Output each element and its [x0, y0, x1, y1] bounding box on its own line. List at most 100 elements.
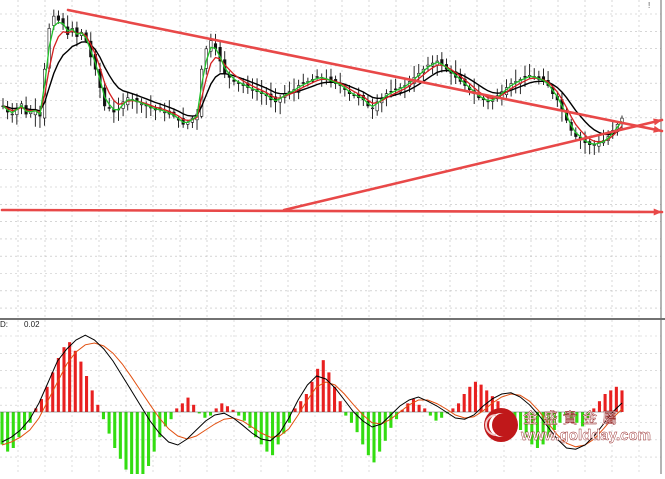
macd-bar-positive	[180, 403, 184, 412]
macd-bar-positive	[85, 376, 89, 412]
macd-bar-negative	[569, 412, 573, 420]
macd-bar-positive	[225, 406, 229, 412]
macd-bar-positive	[186, 397, 190, 412]
macd-bar-negative	[152, 412, 156, 452]
macd-bar-negative	[282, 412, 286, 434]
macd-bar-negative	[242, 412, 246, 421]
candle-body	[10, 113, 14, 116]
macd-bar-positive	[597, 401, 601, 412]
macd-bar-negative	[372, 412, 376, 463]
macd-bar-negative	[344, 412, 348, 416]
macd-bar-negative	[552, 412, 556, 430]
macd-bar-positive	[411, 399, 415, 412]
macd-bar-negative	[11, 412, 15, 448]
macd-bar-negative	[118, 412, 122, 459]
macd-bar-negative	[535, 412, 539, 448]
macd-bar-negative	[101, 412, 105, 420]
macd-bar-negative	[203, 412, 207, 418]
macd-bar-negative	[581, 412, 585, 427]
macd-bar-negative	[124, 412, 128, 470]
brand-url: www.goldday.com	[520, 427, 651, 444]
macd-bar-positive	[192, 404, 196, 412]
macd-bar-positive	[423, 408, 427, 412]
macd-bar-negative	[440, 412, 444, 418]
macd-bar-positive	[614, 386, 618, 412]
macd-bar-negative	[0, 412, 4, 445]
macd-bar-positive	[90, 390, 94, 412]
macd-bar-negative	[17, 412, 21, 438]
macd-bar-positive	[327, 372, 331, 412]
horizontal-support-line	[0, 208, 664, 214]
brand-watermark: 金 盛 貴 金 屬 www.goldday.com	[484, 408, 651, 444]
descending-resistance-line	[66, 8, 664, 133]
macd-bar-negative	[163, 412, 167, 427]
macd-bar-negative	[169, 412, 173, 420]
macd-bar-positive	[45, 386, 49, 412]
macd-bar-negative	[355, 412, 359, 433]
macd-bar-positive	[496, 401, 500, 412]
macd-bar-negative	[361, 412, 365, 445]
candle-body	[140, 103, 144, 106]
macd-bar-positive	[214, 408, 218, 412]
candle-body	[394, 88, 398, 91]
macd-bar-positive	[175, 408, 179, 412]
macd-bar-positive	[220, 403, 224, 412]
macd-bar-negative	[265, 412, 269, 452]
macd-bar-positive	[299, 401, 303, 412]
macd-bar-negative	[547, 412, 551, 438]
macd-bar-negative	[564, 412, 568, 416]
macd-bar-positive	[490, 396, 494, 412]
candle-body	[209, 40, 213, 52]
macd-bar-negative	[558, 412, 562, 423]
macd-bar-negative	[254, 412, 258, 438]
macd-bar-positive	[338, 401, 342, 412]
candle-body	[370, 107, 375, 110]
ascending-support-line-arrowhead	[653, 118, 662, 126]
macd-bar-negative	[113, 412, 117, 448]
macd-bar-negative	[395, 412, 399, 420]
macd-bar-positive	[34, 408, 38, 412]
macd-bar-positive	[485, 390, 489, 412]
macd-bar-positive	[457, 403, 461, 412]
macd-bar-positive	[79, 361, 83, 412]
macd-bar-negative	[197, 412, 201, 414]
macd-bar-negative	[276, 412, 280, 445]
candle-body	[250, 89, 255, 91]
macd-bar-negative	[141, 412, 145, 477]
macd-bar-negative	[107, 412, 111, 434]
macd-bar-negative	[524, 412, 528, 438]
macd-bar-positive	[609, 390, 613, 412]
macd-bar-negative	[271, 412, 275, 456]
macd-legend: D: 0.02	[0, 320, 40, 329]
macd-panel-grid	[0, 320, 661, 474]
macd-bar-negative	[586, 412, 590, 420]
ascending-support-line	[282, 118, 664, 212]
macd-bar-positive	[451, 408, 455, 412]
macd-bar-positive	[310, 381, 314, 412]
macd-bar-negative	[428, 412, 432, 416]
brand-logo-icon	[484, 408, 518, 442]
macd-bar-positive	[400, 409, 404, 412]
candle-body	[52, 15, 56, 26]
ma-mid-line	[2, 30, 623, 143]
macd-bar-positive	[417, 404, 421, 412]
macd-bar-positive	[321, 360, 325, 412]
macd-bar-positive	[620, 390, 624, 412]
macd-bar-negative	[130, 412, 134, 477]
macd-bar-positive	[316, 368, 320, 412]
brand-name: 金 盛 貴 金 屬	[523, 409, 617, 427]
candle-body	[56, 15, 60, 21]
descending-resistance-line-arrowhead	[653, 125, 662, 133]
candle-body	[523, 76, 527, 78]
macd-bar-negative	[519, 412, 523, 430]
macd-bar-positive	[39, 399, 43, 412]
macd-bar-positive	[56, 358, 60, 412]
price-panel-grid	[0, 0, 661, 318]
macd-bar-positive	[293, 408, 297, 412]
candle-body	[301, 82, 305, 84]
macd-bar-positive	[479, 384, 483, 412]
ma-slow-line	[2, 41, 623, 136]
macd-bar-negative	[349, 412, 353, 423]
